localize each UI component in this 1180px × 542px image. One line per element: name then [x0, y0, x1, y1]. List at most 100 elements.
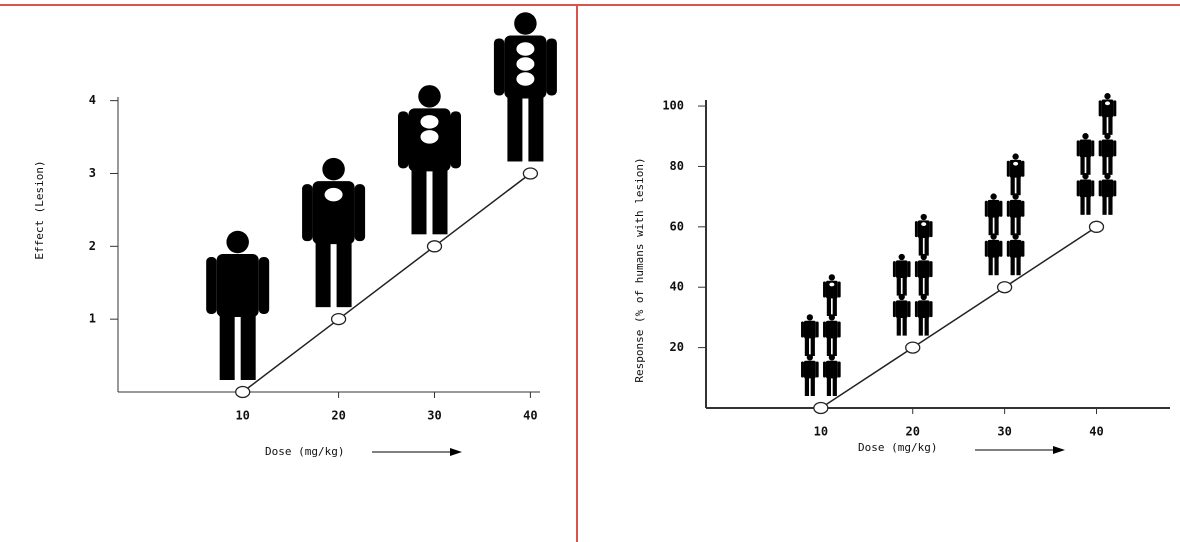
silhouette — [1099, 173, 1117, 215]
torso — [988, 240, 1000, 258]
arm — [1007, 161, 1010, 177]
arm — [930, 261, 933, 277]
leg — [925, 237, 929, 255]
arm — [1007, 241, 1010, 257]
leg — [827, 298, 831, 316]
leg — [833, 298, 837, 316]
arm — [1113, 140, 1116, 156]
marker — [332, 314, 346, 325]
leg — [507, 95, 522, 161]
leg — [903, 277, 907, 295]
silhouette — [1099, 133, 1117, 175]
silhouette — [1077, 133, 1095, 175]
torso — [1010, 240, 1022, 258]
marker — [1089, 221, 1103, 232]
arm — [823, 362, 826, 378]
silhouette — [398, 85, 461, 234]
leg — [1086, 156, 1090, 174]
silhouette — [985, 233, 1003, 275]
leg — [337, 241, 352, 307]
leg — [1011, 257, 1015, 275]
label-arrow-head — [450, 448, 462, 456]
silhouette — [494, 12, 557, 161]
silhouette — [1099, 93, 1117, 135]
silhouette — [893, 294, 911, 336]
arm — [930, 301, 933, 317]
head — [1082, 133, 1088, 139]
head — [829, 274, 835, 280]
marker — [523, 168, 537, 179]
arm — [823, 282, 826, 298]
arm — [398, 111, 409, 168]
leg — [827, 378, 831, 396]
y-tick-label: 100 — [662, 99, 684, 113]
leg — [1102, 156, 1106, 174]
dot — [516, 42, 534, 56]
arm — [838, 362, 841, 378]
torso — [918, 300, 930, 318]
silhouette — [1007, 233, 1025, 275]
torso — [896, 300, 908, 318]
arm — [1091, 180, 1094, 196]
y-tick-label: 4 — [89, 93, 96, 107]
dot — [1013, 162, 1018, 166]
marker — [428, 241, 442, 252]
leg — [897, 317, 901, 335]
marker — [236, 387, 250, 398]
x-axis-label: Dose (mg/kg) — [265, 445, 344, 458]
x-tick-label: 40 — [523, 409, 537, 423]
arm — [838, 322, 841, 338]
leg — [925, 317, 929, 335]
arm — [1099, 140, 1102, 156]
head — [1104, 93, 1110, 99]
silhouette — [1007, 193, 1025, 235]
torso — [217, 254, 259, 317]
leg — [1108, 196, 1112, 214]
y-tick-label: 2 — [89, 239, 96, 253]
leg — [805, 338, 809, 356]
silhouette — [302, 158, 365, 307]
torso — [1010, 200, 1022, 218]
dot — [829, 283, 834, 287]
silhouette — [985, 193, 1003, 235]
arm — [1091, 140, 1094, 156]
line — [243, 173, 531, 392]
torso — [1102, 180, 1114, 198]
torso — [1080, 180, 1092, 198]
arm — [999, 241, 1002, 257]
x-axis-label: Dose (mg/kg) — [858, 441, 937, 454]
arm — [915, 301, 918, 317]
silhouette — [206, 231, 269, 380]
silhouette — [1007, 153, 1025, 195]
arm — [1099, 180, 1102, 196]
silhouette — [823, 314, 841, 356]
x-tick-label: 40 — [1089, 425, 1103, 439]
torso — [896, 260, 908, 278]
leg — [903, 317, 907, 335]
torso — [1102, 140, 1114, 158]
torso — [918, 260, 930, 278]
head — [1012, 153, 1018, 159]
marker — [814, 403, 828, 414]
silhouette — [801, 354, 819, 396]
arm — [206, 257, 217, 314]
arm — [893, 301, 896, 317]
leg — [833, 378, 837, 396]
arm — [1113, 180, 1116, 196]
y-tick-label: 20 — [670, 340, 684, 354]
marker — [998, 282, 1012, 293]
leg — [827, 338, 831, 356]
label-arrow-head — [1053, 446, 1065, 454]
silhouette — [915, 214, 933, 256]
page: {"chart_data": [ {"type": "line", "x_lab… — [0, 0, 1180, 542]
leg — [1011, 177, 1015, 195]
marker — [906, 342, 920, 353]
torso — [804, 321, 816, 339]
arm — [838, 282, 841, 298]
arm — [930, 221, 933, 237]
silhouette — [915, 254, 933, 296]
leg — [897, 277, 901, 295]
arm — [355, 184, 366, 241]
head — [514, 12, 537, 35]
leg — [1086, 196, 1090, 214]
